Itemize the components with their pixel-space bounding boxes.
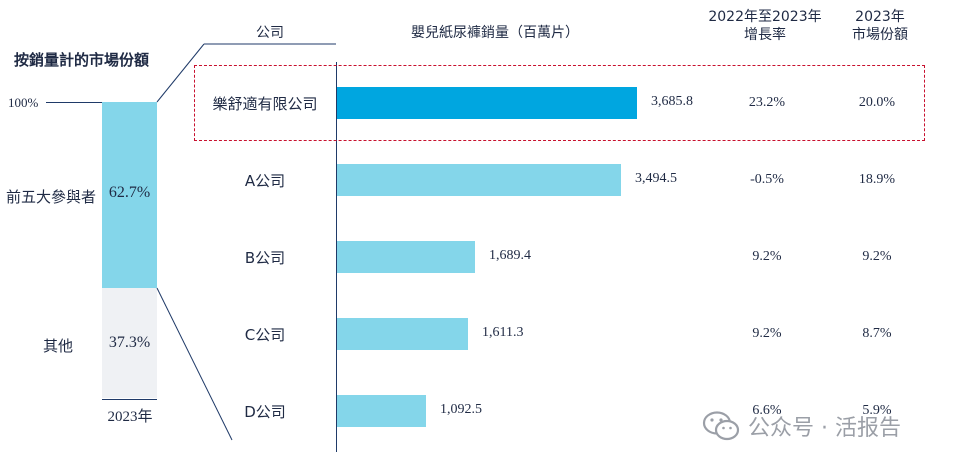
header-growth-line1: 2022年至2023年 (708, 9, 822, 25)
share-segment-others (102, 288, 157, 398)
sales-bar (337, 241, 475, 273)
company-label: A公司 (244, 172, 286, 190)
share-value-others: 37.3% (108, 334, 151, 351)
market-share-value: 20.0% (858, 95, 896, 110)
sales-value-label: 1,689.4 (489, 248, 531, 263)
sales-value-label: 1,611.3 (482, 325, 524, 340)
share-segment-top5 (102, 102, 157, 288)
market-share-value: 5.9% (862, 403, 892, 418)
company-label: C公司 (244, 326, 286, 344)
header-company: 公司 (256, 25, 284, 41)
sales-bar (337, 318, 468, 350)
header-growth: 2022年至2023年 增長率 (700, 8, 830, 44)
pct-100-label: 100% (8, 95, 39, 110)
category-axis (336, 62, 337, 452)
header-share-line1: 2023年 (855, 9, 905, 25)
share-title: 按銷量計的市場份額 (14, 51, 150, 69)
header-sales: 嬰兒紙尿褲銷量（百萬片） (411, 25, 579, 41)
header-share-line2: 市場份額 (852, 27, 908, 43)
growth-value: 23.2% (748, 95, 786, 110)
share-value-top5: 62.7% (108, 184, 151, 201)
sales-bar (337, 87, 637, 119)
market-share-value: 18.9% (858, 172, 896, 187)
growth-value: 9.2% (752, 326, 782, 341)
share-baseline (102, 399, 157, 400)
share-year-label: 2023年 (107, 409, 153, 425)
growth-value: -0.5% (750, 172, 784, 187)
watermark-text: 公众号 · 活报告 (748, 416, 901, 441)
company-label: D公司 (244, 403, 286, 421)
share-label-others: 其他 (43, 337, 74, 355)
header-growth-line2: 增長率 (744, 27, 786, 43)
pct-100-line (46, 102, 102, 103)
share-label-top5: 前五大參與者 (6, 188, 97, 206)
growth-value: 9.2% (752, 249, 782, 264)
sales-value-label: 3,685.8 (651, 94, 693, 109)
sales-bar (337, 164, 621, 196)
highlight-box (194, 65, 925, 141)
market-share-value: 8.7% (862, 326, 892, 341)
growth-value: 6.6% (752, 403, 782, 418)
header-share: 2023年 市場份額 (830, 8, 930, 44)
sales-value-label: 3,494.5 (635, 171, 677, 186)
sales-bar (337, 395, 426, 427)
company-label: 樂舒適有限公司 (212, 95, 318, 113)
market-share-value: 9.2% (862, 249, 892, 264)
wechat-icon (702, 411, 740, 441)
sales-value-label: 1,092.5 (440, 402, 482, 417)
watermark: 公众号 · 活报告 (702, 406, 901, 446)
company-label: B公司 (244, 249, 286, 267)
